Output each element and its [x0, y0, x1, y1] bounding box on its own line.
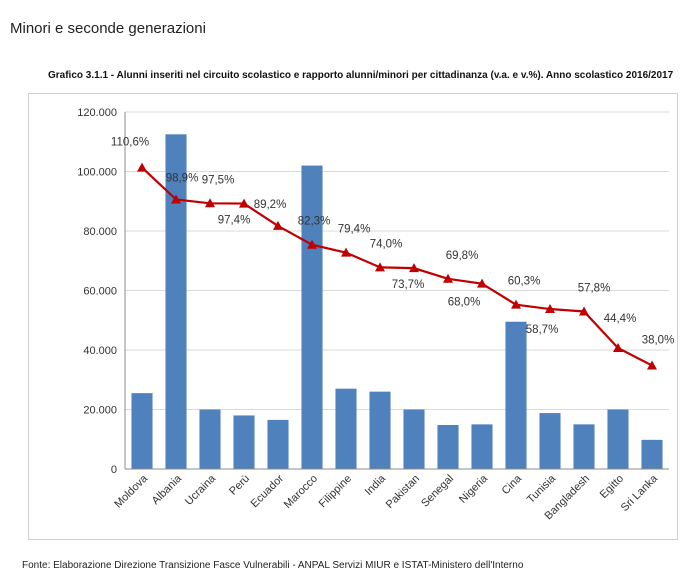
- data-label: 58,7%: [526, 324, 559, 336]
- bars: [131, 134, 663, 470]
- ratio-markers: [137, 162, 657, 370]
- bar-cina: [505, 321, 527, 469]
- x-tick-label: Moldova: [112, 472, 151, 511]
- x-tick-label: India: [363, 472, 389, 498]
- ratio-marker: [443, 273, 453, 283]
- bar-albania: [165, 134, 187, 469]
- y-tick-label: 120.000: [77, 107, 117, 119]
- bar-bangladesh: [573, 424, 595, 469]
- bar-filippine: [335, 388, 357, 469]
- data-label: 82,3%: [298, 216, 331, 228]
- page-heading: Minori e seconde generazioni: [10, 20, 206, 37]
- bar-pakistan: [403, 409, 425, 469]
- ratio-marker: [205, 198, 215, 208]
- x-tick-label: Tunisia: [525, 472, 559, 506]
- ratio-marker: [545, 304, 555, 314]
- grid-lines: [125, 111, 669, 410]
- chart-frame: 0 20.000 40.000 60.000 80.000 100.000 120.000 …: [28, 93, 678, 540]
- x-tick-label: Cina: [500, 472, 525, 497]
- data-label: 73,7%: [392, 279, 425, 291]
- bar-ecuador: [267, 419, 289, 469]
- y-tick-label: 80.000: [83, 226, 117, 238]
- ratio-marker: [273, 220, 283, 230]
- data-label: 74,0%: [370, 238, 403, 250]
- data-label: 38,0%: [642, 334, 675, 346]
- y-tick-label: 0: [111, 464, 117, 476]
- source-note: Fonte: Elaborazione Direzione Transizion…: [22, 560, 524, 571]
- chart-title: Grafico 3.1.1 - Alunni inseriti nel circ…: [48, 70, 674, 81]
- ratio-marker: [137, 162, 147, 172]
- ratio-marker: [341, 247, 351, 257]
- bar-per-: [233, 415, 255, 469]
- bar-nigeria: [471, 424, 493, 469]
- data-label: 97,4%: [218, 215, 251, 227]
- ratio-marker: [647, 360, 657, 370]
- x-tick-label: Filippine: [317, 473, 354, 510]
- y-tick-label: 40.000: [83, 345, 117, 357]
- x-tick-label: Pakistan: [384, 473, 422, 511]
- combo-chart: 020.00040.00060.00080.000100.000120.000 …: [77, 107, 674, 522]
- data-label: 68,0%: [448, 297, 481, 309]
- axes: [124, 112, 669, 470]
- bar-moldova: [131, 393, 153, 469]
- data-label: 97,5%: [202, 174, 235, 186]
- x-tick-label: Sri Lanka: [619, 472, 661, 514]
- data-label: 89,2%: [254, 199, 287, 211]
- y-tick-label: 100.000: [77, 167, 117, 179]
- data-label: 79,4%: [338, 224, 371, 236]
- ratio-marker: [375, 262, 385, 272]
- ratio-marker: [613, 343, 623, 353]
- ratio-marker: [171, 194, 181, 204]
- data-label: 110,6%: [111, 137, 149, 149]
- ratio-line: [141, 166, 653, 367]
- x-tick-label: Senegal: [419, 473, 456, 510]
- x-tick-label: Nigeria: [457, 472, 491, 506]
- bar-senegal: [437, 424, 459, 469]
- bar-sri-lanka: [641, 439, 663, 469]
- bar-egitto: [607, 409, 629, 469]
- x-tick-label: Ucraina: [183, 472, 219, 508]
- data-label: 44,4%: [604, 313, 637, 325]
- y-axis-ticks: 0 20.000 40.000 60.000 80.000 100.000 120.000: [77, 107, 117, 476]
- ratio-marker: [579, 306, 589, 316]
- bar-india: [369, 391, 391, 469]
- data-label: 69,8%: [446, 250, 479, 262]
- bar-ucraina: [199, 409, 221, 469]
- x-tick-label: Perù: [227, 473, 252, 498]
- bar-marocco: [301, 165, 323, 470]
- bar-tunisia: [539, 413, 561, 469]
- data-labels: 110,6% 98,9% 97,5% 97,4%89,2% 82,3% 79,4% 74,0…: [111, 137, 674, 347]
- x-tick-label: Ecuador: [249, 472, 287, 510]
- ratio-polyline: [141, 166, 653, 367]
- ratio-marker: [239, 198, 249, 208]
- x-tick-label: Marocco: [282, 473, 320, 511]
- data-label: 98,9%: [166, 172, 199, 184]
- x-tick-label: Egitto: [598, 473, 626, 501]
- data-label: 57,8%: [578, 282, 611, 294]
- data-label: 60,3%: [508, 276, 541, 288]
- y-tick-label: 60.000: [83, 286, 117, 298]
- ratio-marker: [511, 299, 521, 309]
- ratio-marker: [307, 239, 317, 249]
- y-tick-label: 20.000: [83, 405, 117, 417]
- ratio-marker: [477, 278, 487, 288]
- ratio-marker: [409, 263, 419, 273]
- x-tick-label: Albania: [150, 472, 185, 507]
